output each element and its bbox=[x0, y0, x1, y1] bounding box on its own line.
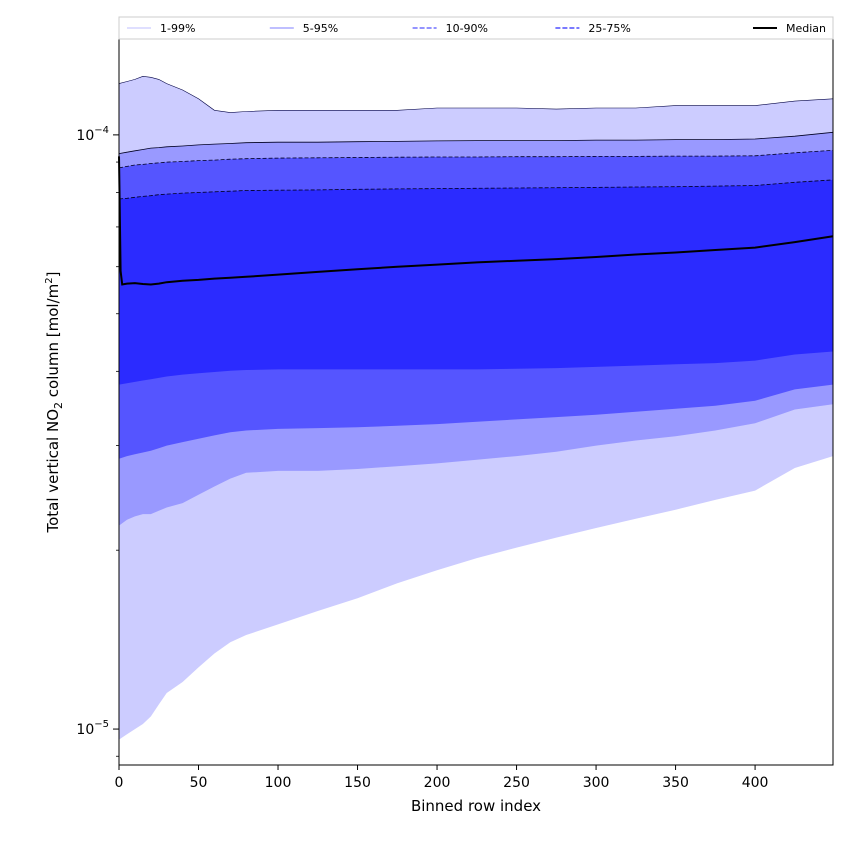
x-tick-label: 150 bbox=[344, 775, 371, 791]
legend-label: 1-99% bbox=[160, 22, 195, 35]
x-tick-label: 400 bbox=[742, 775, 769, 791]
x-tick-label: 100 bbox=[265, 775, 292, 791]
x-tick-label: 300 bbox=[583, 775, 610, 791]
band-10-90-upper-edge bbox=[118, 149, 834, 169]
x-tick-label: 50 bbox=[190, 775, 208, 791]
band-25-75-area bbox=[119, 179, 833, 385]
y-tick-label: 10−4 bbox=[76, 125, 109, 144]
y-axis-ticks: 10−5 10−4 bbox=[76, 125, 119, 757]
y-axis-label: Total vertical NO2 column [mol/m2] bbox=[44, 272, 65, 534]
x-tick-label: 0 bbox=[115, 775, 124, 791]
x-axis-ticks: 0 50 100 150 200 250 300 350 400 bbox=[115, 765, 769, 791]
legend: 1-99% 5-95% 10-90% 25-75% Median bbox=[118, 16, 834, 40]
legend-label: Median bbox=[786, 22, 826, 35]
legend-label: 5-95% bbox=[303, 22, 338, 35]
band-25-75-upper-edge bbox=[118, 179, 834, 200]
x-tick-label: 200 bbox=[424, 775, 451, 791]
band-5-95-upper-edge bbox=[118, 131, 834, 154]
percentile-bands bbox=[118, 75, 834, 740]
y-tick-label: 10−5 bbox=[76, 719, 109, 738]
x-tick-label: 250 bbox=[503, 775, 530, 791]
band-1-99-upper-edge bbox=[118, 75, 834, 113]
legend-label: 25-75% bbox=[588, 22, 630, 35]
median-line bbox=[118, 156, 834, 286]
legend-label: 10-90% bbox=[446, 22, 488, 35]
legend-items: 1-99% 5-95% 10-90% 25-75% Median bbox=[127, 22, 826, 35]
x-axis-label: Binned row index bbox=[411, 797, 541, 815]
legend-box bbox=[118, 16, 834, 40]
median-series bbox=[118, 156, 834, 286]
x-tick-label: 350 bbox=[662, 775, 689, 791]
